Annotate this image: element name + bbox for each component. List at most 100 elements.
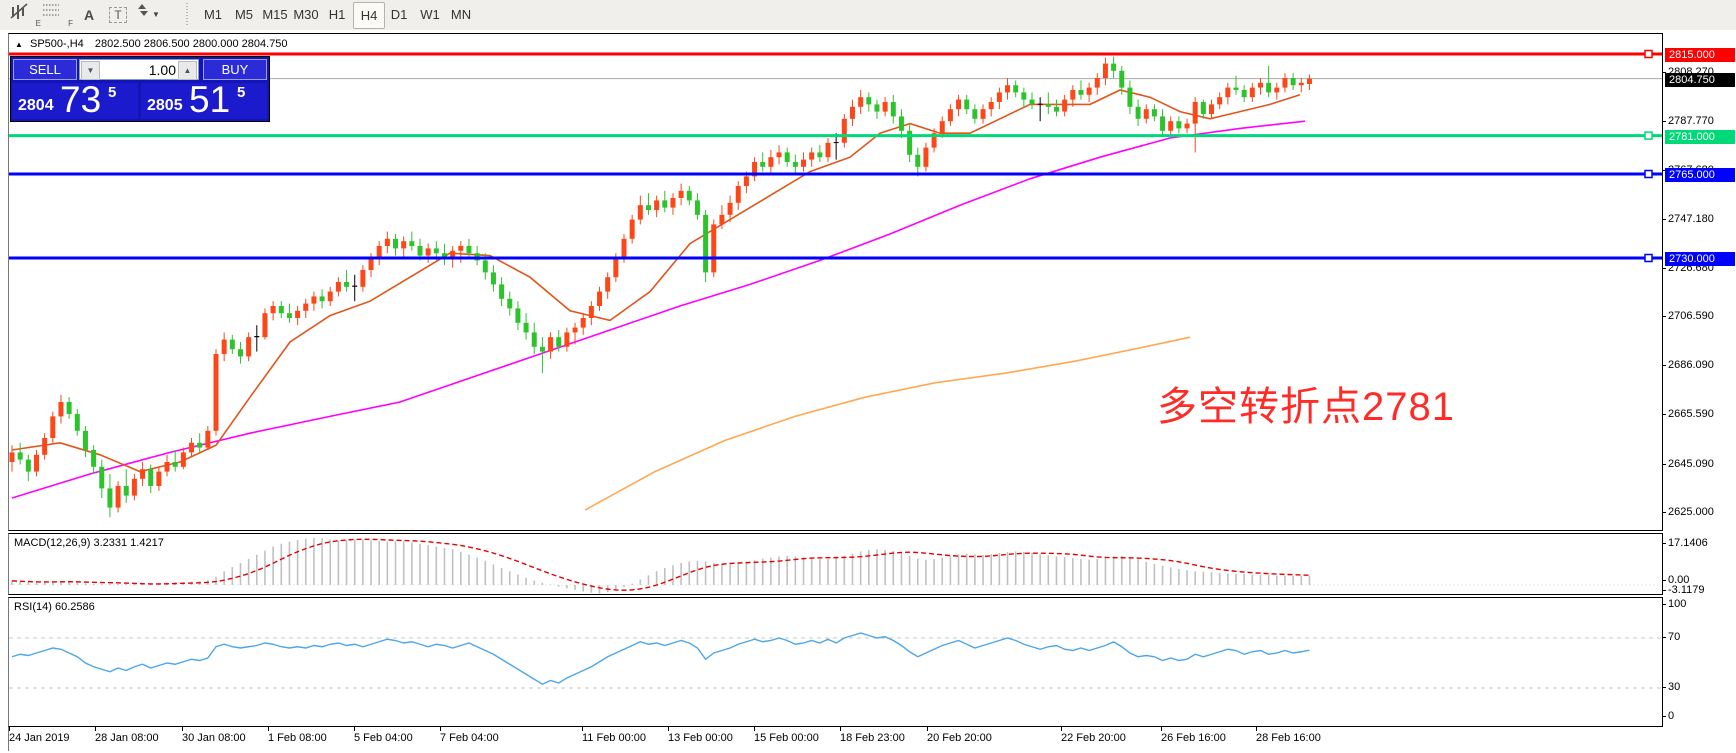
time-tick-mark: [1256, 727, 1257, 731]
time-tick-label: 11 Feb 00:00: [582, 732, 647, 744]
volume-box: ▼ 1.00 ▲: [79, 59, 199, 80]
axis-tick-mark: [1663, 170, 1666, 171]
chevron-down-icon: ▼: [152, 10, 160, 19]
axis-tick-label: 17.1406: [1668, 537, 1708, 549]
axis-tick-label: 30: [1668, 681, 1681, 693]
text-label-icon: A: [83, 6, 95, 23]
rsi-label: RSI(14) 60.2586: [14, 601, 95, 613]
axis-tick-mark: [1663, 72, 1666, 73]
timeframe-m15[interactable]: M15: [262, 7, 288, 22]
ohlc-values: 2802.500 2806.500 2800.000 2804.750: [94, 38, 288, 50]
time-tick-label: 24 Jan 2019: [9, 732, 70, 744]
ask-sup: 5: [237, 84, 246, 101]
axis-tick-mark: [1663, 219, 1666, 220]
axis-tick-mark: [1663, 512, 1666, 513]
axis-tick-label: 0.00: [1668, 574, 1690, 586]
volume-input[interactable]: 1.00: [148, 62, 176, 78]
axis-tick-mark: [1663, 637, 1666, 638]
time-tick-label: 7 Feb 04:00: [440, 732, 499, 744]
time-tick-mark: [927, 727, 928, 731]
timeframe-mn[interactable]: MN: [450, 7, 472, 22]
time-tick-mark: [9, 727, 10, 731]
timeframe-m5[interactable]: M5: [234, 7, 254, 22]
toolbar: E F A T ▼ M1 M5 M15 M30 H1 H4 D1 W1 MN: [0, 0, 1736, 31]
time-tick-label: 22 Feb 20:00: [1061, 732, 1126, 744]
text-label-button[interactable]: A: [76, 2, 102, 27]
macd-pane: MACD(12,26,9) 3.2331 1.4217: [8, 533, 1663, 595]
axis-tick-label: 2665.590: [1668, 408, 1714, 420]
symbol-header: ▲ SP500-,H4 2802.500 2806.500 2800.000 2…: [15, 38, 288, 50]
time-tick-mark: [354, 727, 355, 731]
time-tick-label: 28 Feb 16:00: [1256, 732, 1321, 744]
symbol-name: SP500-,H4: [29, 38, 84, 50]
price-badge: 2815.000: [1665, 48, 1735, 62]
axis-tick-label: 2645.090: [1668, 458, 1714, 470]
ask-big: 51: [189, 79, 231, 120]
timeframe-d1[interactable]: D1: [390, 7, 408, 22]
axis-tick-mark: [1663, 716, 1666, 717]
axis-tick-mark: [1663, 316, 1666, 317]
time-tick-label: 28 Jan 08:00: [95, 732, 159, 744]
time-tick-label: 30 Jan 08:00: [182, 732, 246, 744]
buy-button[interactable]: BUY: [203, 59, 267, 80]
volume-increase-button[interactable]: ▲: [178, 61, 197, 80]
axis-tick-label: 2625.000: [1668, 506, 1714, 518]
volume-decrease-button[interactable]: ▼: [81, 61, 100, 80]
axis-tick-mark: [1663, 268, 1666, 269]
timeframe-h4[interactable]: H4: [353, 2, 385, 29]
axis-tick-mark: [1663, 464, 1666, 465]
axis-tick-label: 2747.180: [1668, 213, 1714, 225]
axis-tick-label: 2706.590: [1668, 310, 1714, 322]
chart-properties-icon: [10, 3, 28, 19]
timeframe-h1[interactable]: H1: [328, 7, 346, 22]
timeframe-m30[interactable]: M30: [293, 7, 319, 22]
axis-tick-mark: [1663, 365, 1666, 366]
time-tick-mark: [1061, 727, 1062, 731]
time-tick-mark: [582, 727, 583, 731]
toolbar-separator: [186, 3, 188, 27]
rsi-chart: [9, 632, 1662, 689]
macd-chart: [9, 537, 1662, 594]
time-tick-mark: [668, 727, 669, 731]
axis-tick-label: 2787.770: [1668, 115, 1714, 127]
time-tick-label: 15 Feb 00:00: [754, 732, 819, 744]
text-box-button[interactable]: T: [104, 2, 132, 27]
time-tick-label: 13 Feb 00:00: [668, 732, 733, 744]
time-tick-label: 18 Feb 23:00: [840, 732, 905, 744]
time-tick-mark: [182, 727, 183, 731]
bid-price[interactable]: 2804 73 5: [12, 79, 138, 120]
collapse-arrow-icon[interactable]: ▲: [15, 40, 23, 49]
axis-tick-mark: [1663, 580, 1666, 581]
time-tick-mark: [840, 727, 841, 731]
bid-big: 73: [60, 79, 102, 120]
bid-sup: 5: [108, 84, 117, 101]
chart-properties-button[interactable]: E: [10, 2, 41, 28]
price-axis[interactable]: 2808.2702787.7702767.6802747.1802726.680…: [1663, 33, 1736, 751]
grid-button[interactable]: F: [42, 2, 73, 28]
time-tick-label: 20 Feb 20:00: [927, 732, 992, 744]
axis-tick-label: 0: [1668, 710, 1675, 722]
axis-tick-mark: [1663, 543, 1666, 544]
cycle-lines-button[interactable]: ▼: [136, 2, 174, 27]
axis-tick-label: 70: [1668, 631, 1681, 643]
bid-main: 2804: [18, 97, 54, 114]
ask-price[interactable]: 2805 51 5: [141, 79, 267, 120]
axis-tick-mark: [1663, 121, 1666, 122]
sell-button[interactable]: SELL: [13, 59, 77, 80]
axis-tick-label: 2686.090: [1668, 359, 1714, 371]
text-box-icon: T: [109, 6, 127, 23]
axis-tick-label: 100: [1668, 598, 1687, 610]
candlestick-chart: [9, 49, 1662, 518]
grid-icon: [43, 4, 59, 16]
price-badge: 2730.000: [1665, 252, 1735, 266]
axis-tick-mark: [1663, 604, 1666, 605]
time-tick-mark: [268, 727, 269, 731]
ask-main: 2805: [147, 97, 183, 114]
trade-panel: SELL ▼ 1.00 ▲ BUY 2804 73 5 2805 51 5: [10, 56, 270, 122]
time-tick-label: 5 Feb 04:00: [354, 732, 413, 744]
cycle-lines-icon: [138, 4, 148, 16]
axis-tick-label: -3.1179: [1668, 584, 1705, 596]
time-axis[interactable]: 24 Jan 2019 28 Jan 08:00 30 Jan 08:00 1 Feb…: [8, 727, 1663, 751]
timeframe-w1[interactable]: W1: [420, 7, 440, 22]
timeframe-m1[interactable]: M1: [203, 7, 223, 22]
